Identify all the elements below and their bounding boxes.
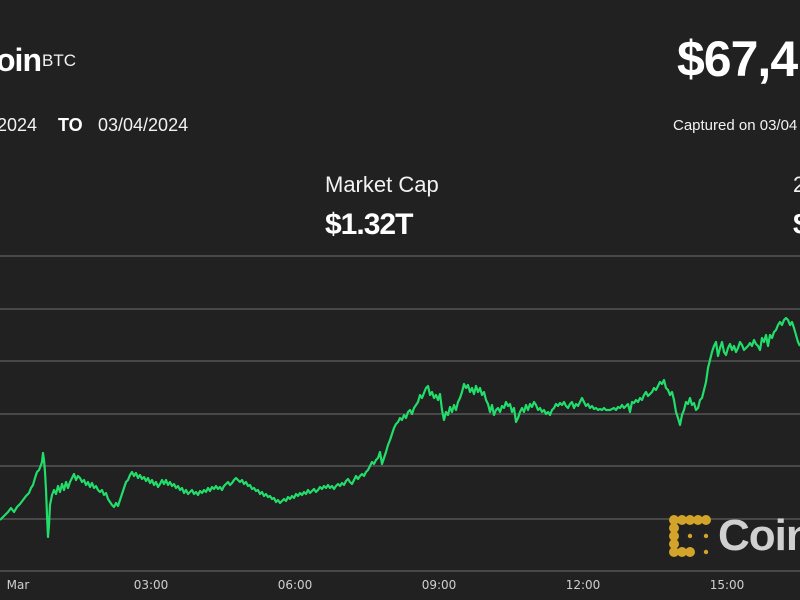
coindesk-logo-icon [669, 515, 711, 557]
date-from: 2024 [0, 115, 38, 135]
stat-value-cutoff: $ [793, 208, 800, 242]
gridlines [0, 255, 800, 572]
x-tick-label: 09:00 [421, 578, 457, 592]
brand-name: oin [0, 42, 42, 78]
market-cap-label: Market Cap [325, 172, 439, 197]
ticker-symbol: BTC [42, 51, 76, 70]
current-price: $67,4 [677, 31, 798, 87]
date-to-label: TO [58, 115, 83, 135]
market-cap-value: $1.32T [325, 208, 413, 241]
x-tick-label: 15:00 [709, 578, 745, 592]
captured-timestamp: Captured on 03/04 [673, 117, 798, 134]
date-to: 03/04/2024 [98, 115, 189, 135]
logo-wordmark: Coin [718, 511, 800, 560]
x-tick-label: 06:00 [277, 578, 313, 592]
x-tick-label: Mar [6, 578, 30, 592]
price-line [0, 316, 800, 539]
x-tick-label: 03:00 [133, 578, 169, 592]
watermark-logo: Coin [668, 514, 800, 558]
x-tick-label: 12:00 [565, 578, 601, 592]
stat-label-cutoff: 2 [793, 172, 800, 197]
